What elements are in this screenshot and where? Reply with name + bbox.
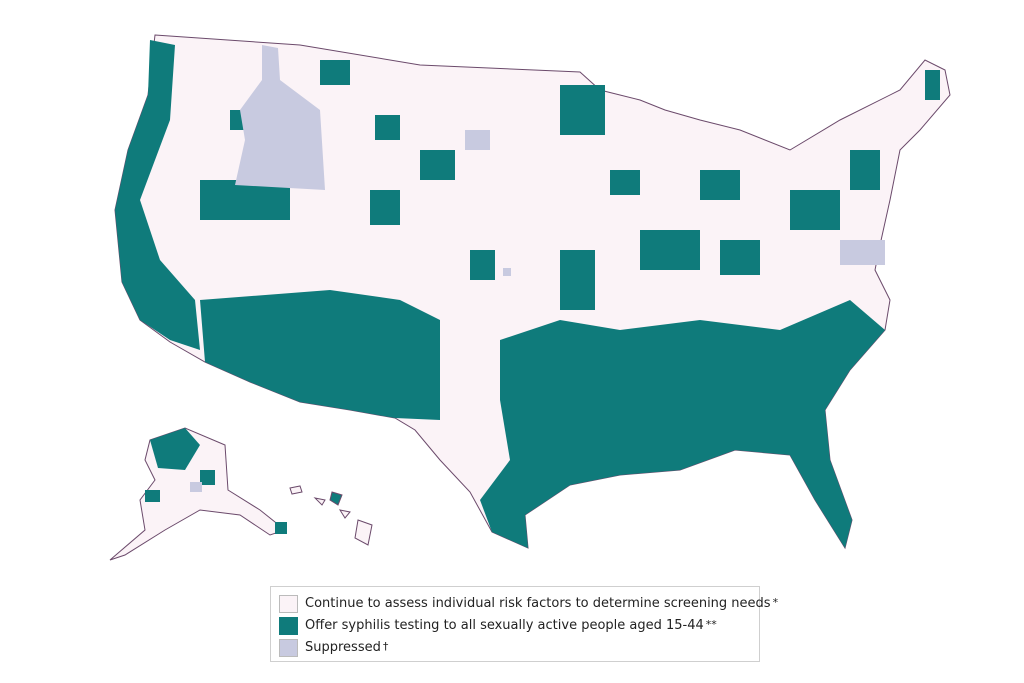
footnote-mark: ** xyxy=(705,618,717,631)
alaska-offer-testing xyxy=(145,428,287,534)
hawaii xyxy=(289,485,373,546)
legend-label-suppressed: Suppressed † xyxy=(305,640,388,655)
legend-text: Suppressed xyxy=(305,640,381,655)
legend: Continue to assess individual risk facto… xyxy=(270,586,778,662)
legend-label-assess: Continue to assess individual risk facto… xyxy=(305,596,778,611)
southeast-region xyxy=(480,300,885,548)
legend-text: Offer syphilis testing to all sexually a… xyxy=(305,618,704,633)
legend-label-offer-testing: Offer syphilis testing to all sexually a… xyxy=(305,618,717,633)
legend-item-suppressed: Suppressed † xyxy=(279,637,751,658)
legend-swatch-offer-testing xyxy=(279,616,298,635)
footnote-mark: * xyxy=(772,596,779,609)
idaho-suppressed xyxy=(235,45,325,190)
legend-item-offer-testing: Offer syphilis testing to all sexually a… xyxy=(279,615,751,636)
west-coast-region xyxy=(115,40,200,350)
alaska-suppressed xyxy=(190,482,202,492)
southwest-region xyxy=(200,290,440,420)
us-county-map xyxy=(109,34,951,561)
footnote-mark: † xyxy=(382,640,389,653)
legend-item-assess: Continue to assess individual risk facto… xyxy=(279,593,778,614)
contiguous-us xyxy=(114,34,951,550)
legend-text: Continue to assess individual risk facto… xyxy=(305,596,771,611)
legend-swatch-suppressed xyxy=(279,638,298,657)
legend-swatch-assess xyxy=(279,594,298,613)
suppressed-regions xyxy=(235,45,885,276)
offer-testing-regions xyxy=(115,40,940,548)
